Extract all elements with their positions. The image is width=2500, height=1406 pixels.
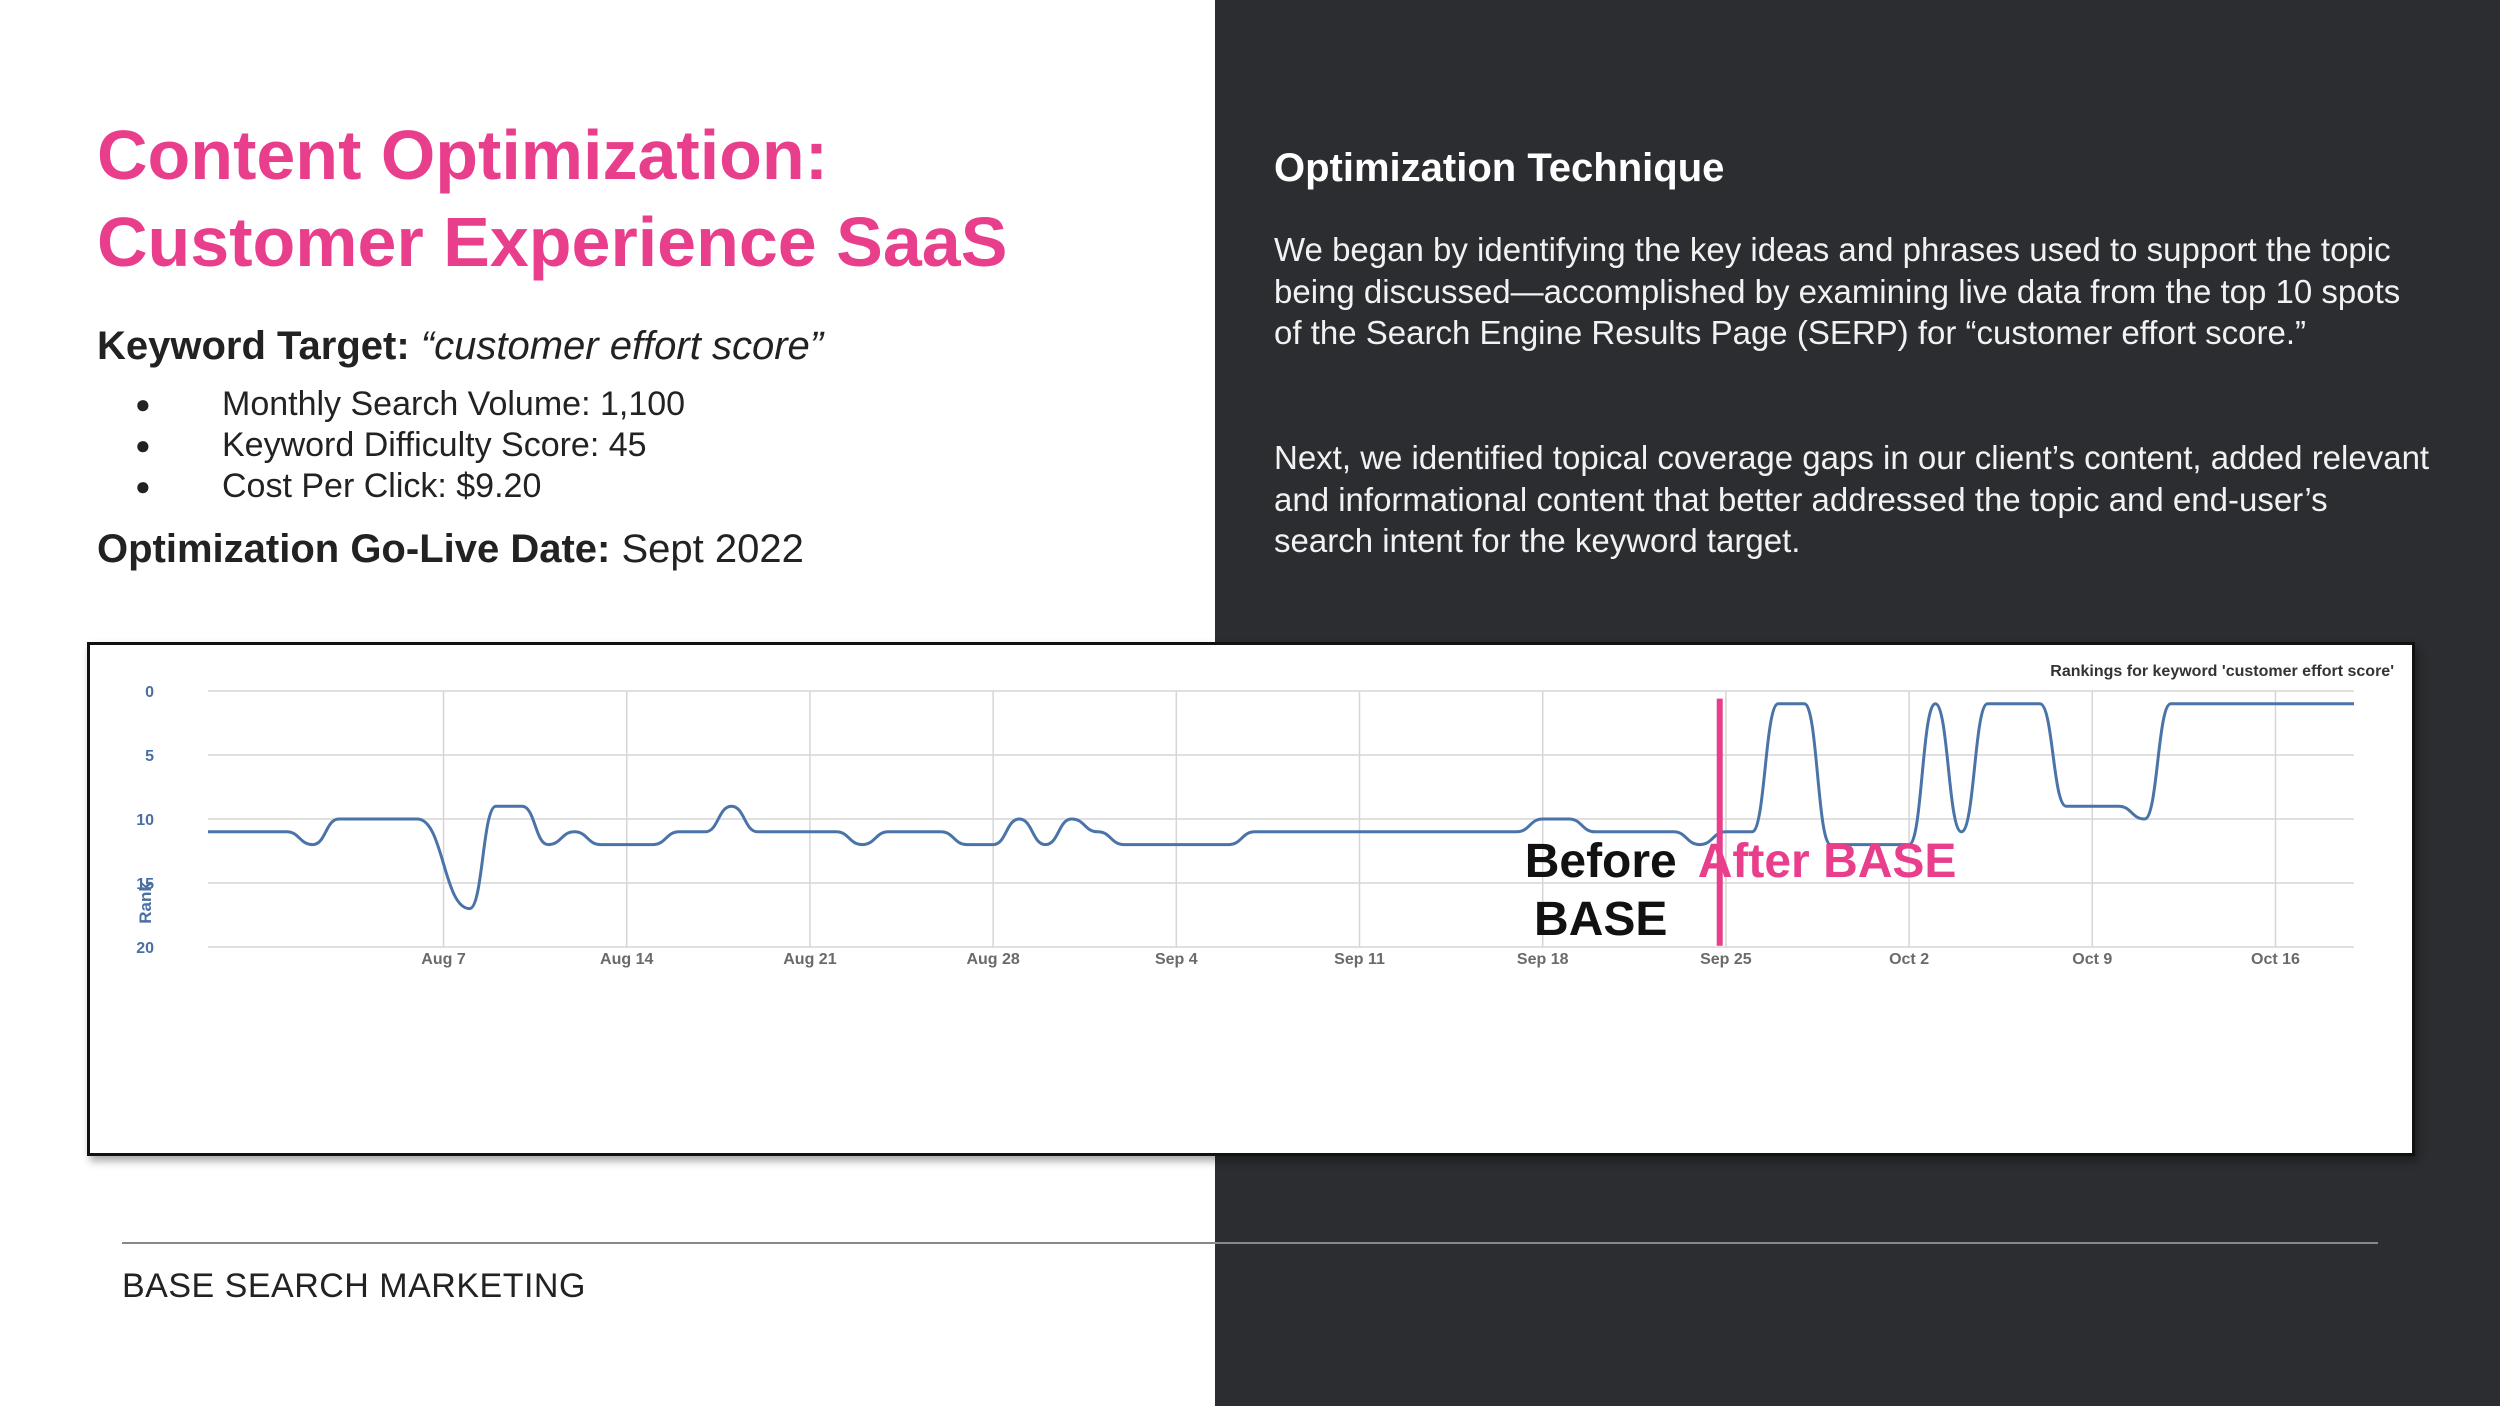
footer-divider (122, 1242, 2378, 1244)
slide-title-line-1: Content Optimization: (97, 116, 829, 194)
bullet-icon: ● (135, 471, 151, 501)
after-base-label: After BASE (1698, 835, 1957, 888)
before-base-label-line-1: Before (1525, 835, 1677, 888)
y-tick-label: 0 (145, 684, 154, 701)
series-line-rank (207, 702, 2354, 911)
y-tick-label: 20 (136, 940, 154, 957)
x-tick-label: Aug 14 (600, 951, 653, 968)
x-tick-label: Aug 28 (966, 951, 1019, 968)
x-tick-label: Sep 25 (1700, 951, 1752, 968)
rank-chart: 0 5 10 15 20 Aug 7 Aug 14 Aug 21 Aug 28 Sep 4 Sep… (87, 642, 2415, 1156)
x-tick-label: Aug 21 (783, 951, 836, 968)
y-tick-label: 15 (136, 876, 154, 893)
horizontal-gridlines (208, 690, 2354, 948)
stat-text: Cost Per Click: $9.20 (222, 467, 542, 505)
footer-company-name: BASE SEARCH MARKETING (122, 1267, 586, 1305)
before-base-label-line-2: BASE (1534, 893, 1667, 946)
bullet-icon: ● (135, 430, 151, 460)
stat-text: Keyword Difficulty Score: 45 (222, 426, 647, 464)
vertical-gridlines (442, 691, 2277, 947)
golive-value: Sept 2022 (621, 527, 804, 571)
x-tick-label: Oct 16 (2251, 951, 2300, 968)
keyword-stats-list: ● Monthly Search Volume: 1,100 ● Keyword D… (97, 384, 685, 507)
list-item-keyword-difficulty: ● Keyword Difficulty Score: 45 (97, 425, 685, 466)
keyword-target-label: Keyword Target: (97, 324, 410, 368)
bullet-icon: ● (135, 389, 151, 419)
y-tick-labels: 0 5 10 15 20 (136, 684, 154, 957)
y-tick-label: 10 (136, 812, 154, 829)
rank-chart-svg: 0 5 10 15 20 Aug 7 Aug 14 Aug 21 Aug 28 Sep 4 Sep… (136, 663, 2394, 968)
golive-date: Optimization Go-Live Date: Sept 2022 (97, 521, 804, 577)
x-tick-label: Sep 11 (1334, 951, 1385, 968)
technique-heading: Optimization Technique (1274, 146, 1725, 190)
series-points (207, 703, 2355, 909)
y-axis-label: Rank (136, 882, 155, 924)
technique-paragraph-1: We began by identifying the key ideas an… (1274, 231, 2401, 351)
keyword-target: Keyword Target: “customer effort score” (97, 318, 823, 374)
list-item-cost-per-click: ● Cost Per Click: $9.20 (97, 466, 685, 507)
x-tick-labels: Aug 7 Aug 14 Aug 21 Aug 28 Sep 4 Sep 11 Sep 18… (421, 951, 2300, 968)
x-tick-label: Oct 9 (2072, 951, 2112, 968)
chart-title: Rankings for keyword 'customer effort sc… (2050, 663, 2394, 680)
x-tick-label: Aug 7 (421, 951, 466, 968)
keyword-target-value: “customer effort score” (420, 324, 824, 368)
x-tick-label: Sep 4 (1155, 951, 1198, 968)
technique-paragraph-2: Next, we identified topical coverage gap… (1274, 439, 2430, 559)
list-item-search-volume: ● Monthly Search Volume: 1,100 (97, 384, 685, 425)
slide-title-line-2: Customer Experience SaaS (97, 203, 1008, 281)
stat-text: Monthly Search Volume: 1,100 (222, 385, 686, 423)
golive-label: Optimization Go-Live Date: (97, 527, 611, 571)
x-tick-label: Oct 2 (1889, 951, 1929, 968)
y-tick-label: 5 (145, 748, 154, 765)
slide-title: Content Optimization: Customer Experienc… (97, 112, 1197, 286)
x-tick-label: Sep 18 (1517, 951, 1569, 968)
